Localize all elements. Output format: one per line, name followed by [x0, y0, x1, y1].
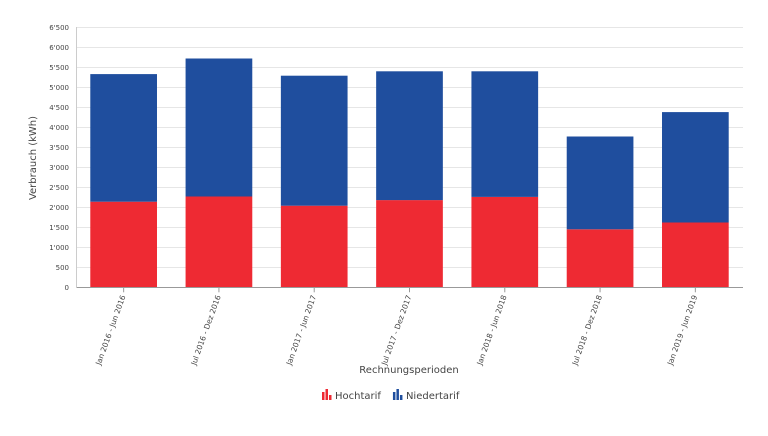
bar-hochtarif-1[interactable]: [90, 201, 157, 288]
bar-niedertarif-4[interactable]: [376, 71, 443, 201]
y-tick-label: 6'500: [49, 24, 69, 32]
bar-hochtarif-6[interactable]: [566, 229, 634, 288]
legend-label: Niedertarif: [406, 391, 460, 402]
y-tick-label: 4'000: [49, 124, 69, 132]
x-tick-label: Jan 2016 - Jun 2016: [94, 294, 128, 367]
bar-hochtarif-5[interactable]: [471, 196, 539, 288]
y-axis-ticks: 0 500 1'000 1'500 2'000 2'500 3'000 3'500 4'000 4…: [49, 24, 69, 292]
y-tick-label: 4'500: [49, 104, 69, 112]
bar-hochtarif-2[interactable]: [185, 196, 253, 288]
x-tick-label: Jan 2017 - Jun 2017: [284, 294, 318, 367]
bar-hochtarif-4[interactable]: [376, 200, 443, 288]
legend: Hochtarif Niedertarif: [322, 389, 460, 402]
bar-chart-icon: [322, 389, 332, 400]
x-tick-label: Jan 2019 - Jun 2019: [665, 294, 699, 367]
x-tick-label: Jul 2018 - Dez 2018: [570, 294, 604, 368]
bar-niedertarif-5[interactable]: [471, 71, 539, 197]
bar-niedertarif-3[interactable]: [280, 75, 348, 206]
x-axis-ticks: Jan 2016 - Jun 2016 Jul 2016 - Dez 2016 Ja…: [94, 287, 699, 368]
y-tick-label: 500: [56, 264, 69, 272]
y-tick-label: 1'500: [49, 224, 69, 232]
bar-niedertarif-6[interactable]: [566, 136, 634, 230]
x-tick-label: Jan 2018 - Jun 2018: [475, 294, 509, 367]
y-tick-label: 3'500: [49, 144, 69, 152]
bar-niedertarif-2[interactable]: [185, 58, 253, 197]
y-tick-label: 0: [65, 284, 69, 292]
y-tick-label: 1'000: [49, 244, 69, 252]
y-tick-label: 2'500: [49, 184, 69, 192]
x-tick-label: Jul 2017 - Dez 2017: [379, 294, 413, 368]
bar-chart-icon: [392, 389, 403, 400]
y-tick-label: 5'000: [49, 84, 69, 92]
legend-item-niedertarif[interactable]: Niedertarif: [392, 389, 460, 402]
bar-hochtarif-7[interactable]: [662, 222, 729, 288]
bar-niedertarif-1[interactable]: [90, 74, 157, 202]
x-axis-title: Rechnungsperioden: [359, 365, 458, 376]
bar-niedertarif-7[interactable]: [662, 112, 729, 223]
bars: [90, 58, 729, 288]
legend-label: Hochtarif: [335, 391, 381, 402]
bar-hochtarif-3[interactable]: [280, 205, 348, 288]
y-tick-label: 3'000: [49, 164, 69, 172]
y-axis-title: Verbrauch (kWh): [28, 116, 39, 200]
x-tick-label: Jul 2016 - Dez 2016: [189, 294, 223, 368]
y-tick-label: 6'000: [49, 44, 69, 52]
y-tick-label: 5'500: [49, 64, 69, 72]
legend-item-hochtarif[interactable]: Hochtarif: [322, 389, 381, 402]
y-tick-label: 2'000: [49, 204, 69, 212]
